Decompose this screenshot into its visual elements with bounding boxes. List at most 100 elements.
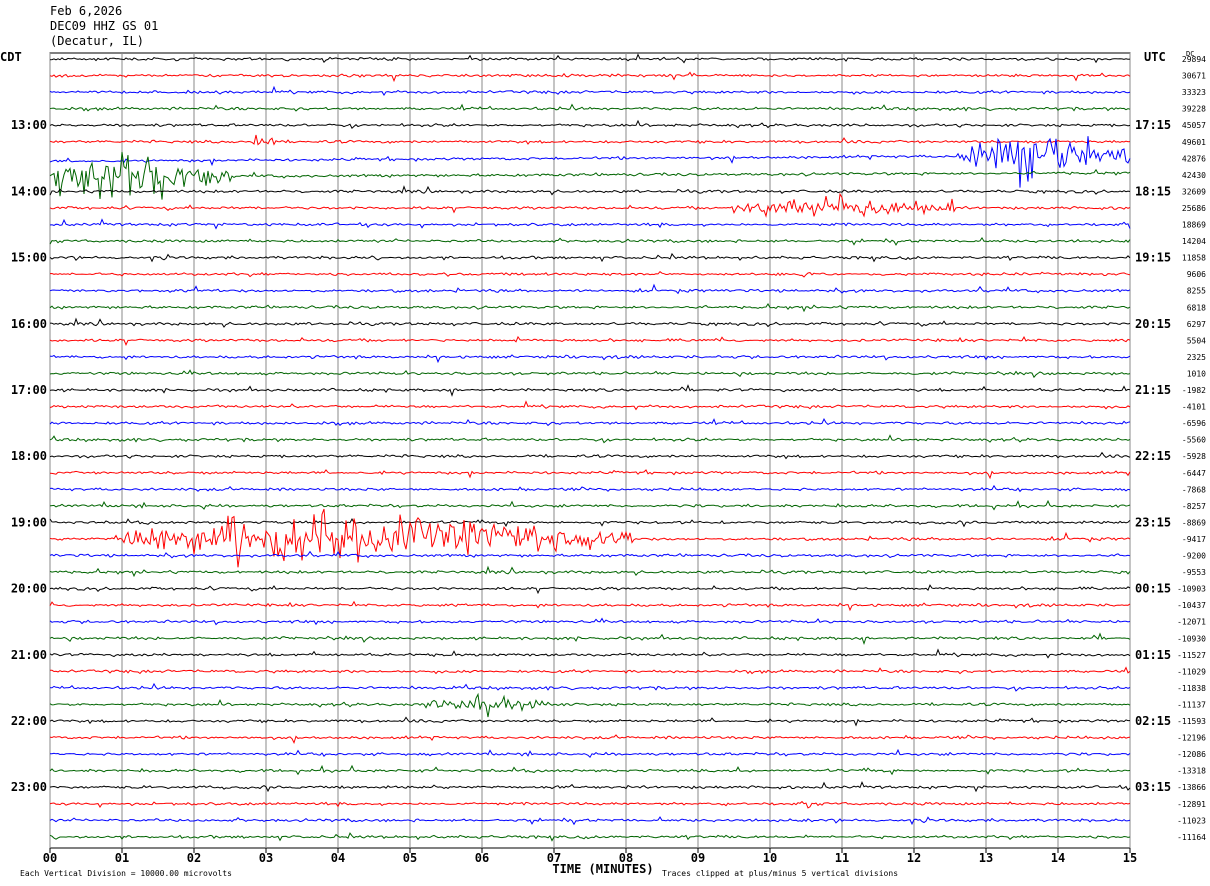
trace-line: [49, 400, 1131, 411]
row-offset-label: -1982: [1182, 386, 1206, 395]
left-axis-label: CDT: [0, 50, 22, 64]
trace-line: [49, 185, 1131, 196]
trace-line: [49, 236, 1131, 246]
x-tick-label: 06: [475, 851, 489, 865]
trace-line: [49, 584, 1131, 595]
trace-line: [50, 748, 1131, 758]
trace-line: [49, 832, 1131, 842]
row-offset-label: -11029: [1177, 667, 1206, 676]
row-offset-label: 5504: [1187, 336, 1206, 345]
trace-line: [49, 354, 1131, 364]
row-offset-label: 11858: [1182, 254, 1206, 263]
trace-line: [49, 692, 1131, 718]
row-offset-label: -13318: [1177, 767, 1206, 776]
row-offset-label: 8255: [1187, 287, 1206, 296]
row-offset-label: 6818: [1187, 303, 1206, 312]
trace-line: [49, 303, 1131, 313]
row-offset-label: -11137: [1177, 700, 1206, 709]
x-tick-label: 15: [1123, 851, 1137, 865]
x-tick-label: 02: [187, 851, 201, 865]
row-offset-label: -10903: [1177, 585, 1206, 594]
trace-line: [49, 632, 1131, 646]
trace-line: [49, 103, 1131, 112]
right-axis-label: UTC: [1144, 50, 1166, 64]
trace-line: [49, 335, 1131, 346]
row-offset-label: 2325: [1187, 353, 1206, 362]
right-top-label: DC: [1186, 50, 1194, 58]
trace-line: [49, 136, 1131, 188]
left-time-label: 13:00: [11, 118, 47, 132]
row-offset-label: -9200: [1182, 552, 1206, 561]
footer-left: Each Vertical Division = 10000.00 microv…: [20, 869, 232, 878]
trace-line: [49, 565, 1131, 578]
row-offset-label: 45057: [1182, 121, 1206, 130]
right-time-label: 19:15: [1135, 251, 1171, 265]
x-tick-label: 03: [259, 851, 273, 865]
trace-line: [49, 271, 1131, 278]
right-time-label: 20:15: [1135, 317, 1171, 331]
right-time-label: 02:15: [1135, 714, 1171, 728]
footer-right: Traces clipped at plus/minus 5 vertical …: [662, 869, 898, 878]
date-label: Feb 6,2026: [50, 4, 123, 18]
trace-line: [49, 151, 1131, 200]
row-offset-label: -9417: [1182, 535, 1206, 544]
right-time-label: 21:15: [1135, 383, 1171, 397]
location-label: (Decatur, IL): [50, 34, 144, 48]
row-offset-label: -4101: [1182, 403, 1206, 412]
trace-line: [49, 283, 1131, 295]
trace-line: [50, 682, 1131, 692]
row-offset-label: 6297: [1187, 320, 1206, 329]
left-time-label: 17:00: [11, 383, 47, 397]
trace-line: [49, 369, 1131, 379]
trace-line: [49, 716, 1130, 727]
trace-line: [49, 192, 1131, 218]
x-tick-label: 04: [331, 851, 345, 865]
trace-line: [49, 317, 1131, 328]
row-offset-label: -12071: [1177, 618, 1206, 627]
right-time-label: 17:15: [1135, 118, 1171, 132]
x-tick-label: 13: [979, 851, 993, 865]
right-time-label: 23:15: [1135, 515, 1171, 529]
row-offset-label: 39228: [1182, 105, 1206, 114]
trace-line: [49, 384, 1131, 397]
left-time-label: 20:00: [11, 582, 47, 596]
row-offset-label: -8257: [1182, 502, 1206, 511]
row-offset-label: 42430: [1182, 171, 1206, 180]
left-time-label: 22:00: [11, 714, 47, 728]
row-offset-label: 9606: [1187, 270, 1206, 279]
x-tick-label: 10: [763, 851, 777, 865]
row-offset-label: 14204: [1182, 237, 1206, 246]
row-offset-label: -7868: [1182, 485, 1206, 494]
row-offset-label: 33323: [1182, 88, 1206, 97]
trace-line: [49, 85, 1131, 96]
trace-line: [49, 119, 1131, 130]
right-time-label: 00:15: [1135, 582, 1171, 596]
trace-line: [49, 800, 1131, 809]
row-offset-label: 25686: [1182, 204, 1206, 213]
right-time-label: 22:15: [1135, 449, 1171, 463]
trace-line: [49, 666, 1131, 675]
trace-line: [49, 218, 1131, 230]
trace-line: [49, 617, 1131, 626]
x-tick-label: 09: [691, 851, 705, 865]
trace-line: [49, 71, 1131, 83]
trace-line: [49, 508, 1131, 568]
x-tick-label: 01: [115, 851, 129, 865]
row-offset-label: 1010: [1187, 369, 1206, 378]
x-tick-label: 08: [619, 851, 633, 865]
row-offset-label: -11023: [1177, 816, 1206, 825]
row-offset-label: -12086: [1177, 750, 1206, 759]
x-tick-label: 07: [547, 851, 561, 865]
x-tick-label: 12: [907, 851, 921, 865]
trace-line: [49, 451, 1131, 460]
row-offset-label: -11527: [1177, 651, 1206, 660]
trace-line: [49, 781, 1131, 793]
trace-group: [49, 53, 1131, 842]
row-offset-label: 32609: [1182, 187, 1206, 196]
x-tick-label: 11: [835, 851, 849, 865]
trace-line: [49, 648, 1131, 659]
trace-line: [49, 252, 1131, 263]
trace-line: [49, 499, 1131, 511]
left-time-label: 23:00: [11, 780, 47, 794]
trace-line: [49, 484, 1131, 493]
